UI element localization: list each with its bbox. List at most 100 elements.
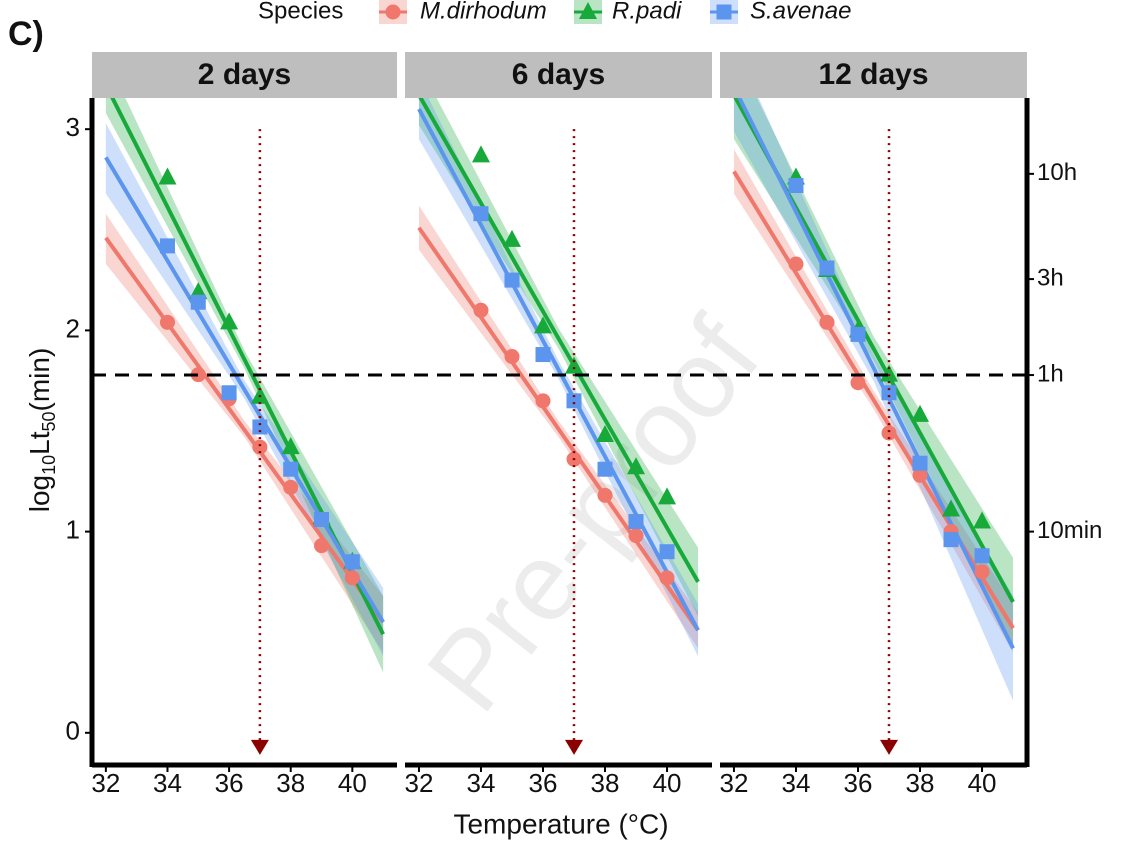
y2-tick-label: 3h <box>1037 264 1064 291</box>
point <box>911 404 930 422</box>
point <box>628 514 644 530</box>
x-tick-label: 34 <box>153 768 182 798</box>
point <box>974 548 990 564</box>
point <box>974 564 990 580</box>
strip <box>405 52 712 98</box>
legend-marker <box>579 2 597 19</box>
point <box>159 314 175 330</box>
point <box>566 393 582 409</box>
fit-line <box>417 226 700 632</box>
point <box>788 256 804 272</box>
point <box>344 570 360 586</box>
reference-marker <box>880 739 899 755</box>
point <box>221 385 237 401</box>
point <box>881 385 897 401</box>
y-tick-label: 3 <box>66 112 80 142</box>
legend-title: Species <box>258 0 343 24</box>
point <box>281 437 300 455</box>
point <box>597 487 613 503</box>
y2-tick-label: 10h <box>1037 159 1077 186</box>
confidence-band <box>733 98 1014 701</box>
point <box>881 425 897 441</box>
point <box>283 461 299 477</box>
x-tick-label: 38 <box>591 768 620 798</box>
point <box>973 511 992 529</box>
x-tick-label: 40 <box>968 768 997 798</box>
point <box>473 302 489 318</box>
point <box>471 145 490 163</box>
point <box>533 316 552 334</box>
x-tick-label: 38 <box>906 768 935 798</box>
panel <box>104 98 385 673</box>
point <box>283 479 299 495</box>
point <box>344 554 360 570</box>
confidence-band <box>418 98 699 617</box>
point <box>597 461 613 477</box>
reference-marker <box>250 739 269 755</box>
x-tick-label: 32 <box>404 768 433 798</box>
strip <box>92 52 397 98</box>
point <box>628 528 644 544</box>
x-tick-label: 32 <box>91 768 120 798</box>
point <box>535 347 551 363</box>
point <box>658 487 677 505</box>
x-tick-label: 40 <box>338 768 367 798</box>
point <box>252 419 268 435</box>
legend-label: R.padi <box>612 0 682 24</box>
point <box>504 272 520 288</box>
panel <box>732 98 1015 701</box>
fit-line <box>104 236 385 624</box>
x-tick-label: 36 <box>844 768 873 798</box>
x-tick-label: 36 <box>529 768 558 798</box>
watermark: Pre-proof <box>404 296 783 733</box>
point <box>819 260 835 276</box>
point <box>159 238 175 254</box>
point <box>314 512 330 528</box>
point <box>850 326 866 342</box>
legend-label: M.dirhodum <box>420 0 547 24</box>
x-tick-label: 36 <box>215 768 244 798</box>
legend-marker <box>716 4 732 20</box>
point <box>627 457 646 475</box>
y-axis-label: log10Lt50(min) <box>24 348 58 513</box>
confidence-band <box>105 98 384 673</box>
y2-tick-label: 10min <box>1037 517 1102 544</box>
confidence-band <box>733 98 1014 647</box>
legend-label: S.avenae <box>750 0 851 24</box>
strip-label: 12 days <box>818 58 928 91</box>
point <box>190 294 206 310</box>
point <box>220 312 239 330</box>
point <box>190 367 206 383</box>
point <box>943 532 959 548</box>
y-label-part: 10 <box>39 455 59 475</box>
x-tick-label: 34 <box>467 768 496 798</box>
y2-tick-label: 1h <box>1037 360 1064 387</box>
y-label-part: (min) <box>24 348 55 412</box>
x-tick-label: 34 <box>782 768 811 798</box>
point <box>942 499 961 517</box>
point <box>819 314 835 330</box>
point <box>502 229 521 247</box>
fit-line <box>418 98 700 583</box>
point <box>912 455 928 471</box>
point <box>596 425 615 443</box>
x-tick-label: 38 <box>276 768 305 798</box>
y-label-part: Lt <box>24 431 55 455</box>
y-label-part: log <box>24 475 55 512</box>
x-tick-label: 32 <box>719 768 748 798</box>
panel-label: C) <box>8 15 44 53</box>
strip-label: 6 days <box>512 58 605 91</box>
x-tick-label: 40 <box>653 768 682 798</box>
x-axis-label: Temperature (°C) <box>453 808 668 839</box>
reference-marker <box>565 739 584 755</box>
point <box>314 538 330 554</box>
strip <box>720 52 1027 98</box>
y-tick-label: 1 <box>66 514 80 544</box>
y-tick-label: 0 <box>66 716 80 746</box>
fit-line <box>737 98 1015 650</box>
point <box>659 570 675 586</box>
legend-marker <box>385 4 401 20</box>
point <box>504 349 520 365</box>
